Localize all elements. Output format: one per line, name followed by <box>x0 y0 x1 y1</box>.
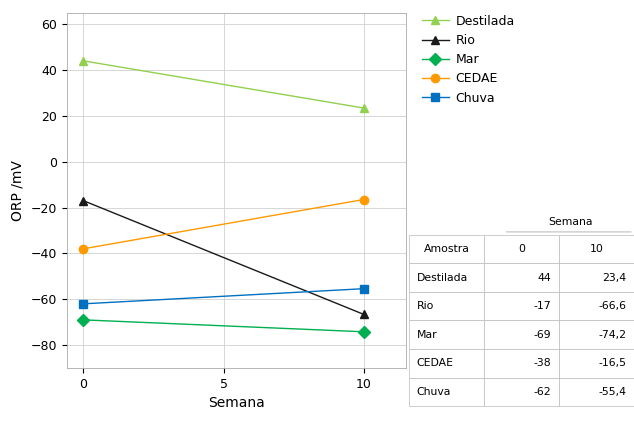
Legend: Destilada, Rio, Mar, CEDAE, Chuva: Destilada, Rio, Mar, CEDAE, Chuva <box>422 15 515 105</box>
Text: Semana: Semana <box>549 217 593 227</box>
X-axis label: Semana: Semana <box>208 396 264 410</box>
Y-axis label: ORP /mV: ORP /mV <box>11 160 25 221</box>
